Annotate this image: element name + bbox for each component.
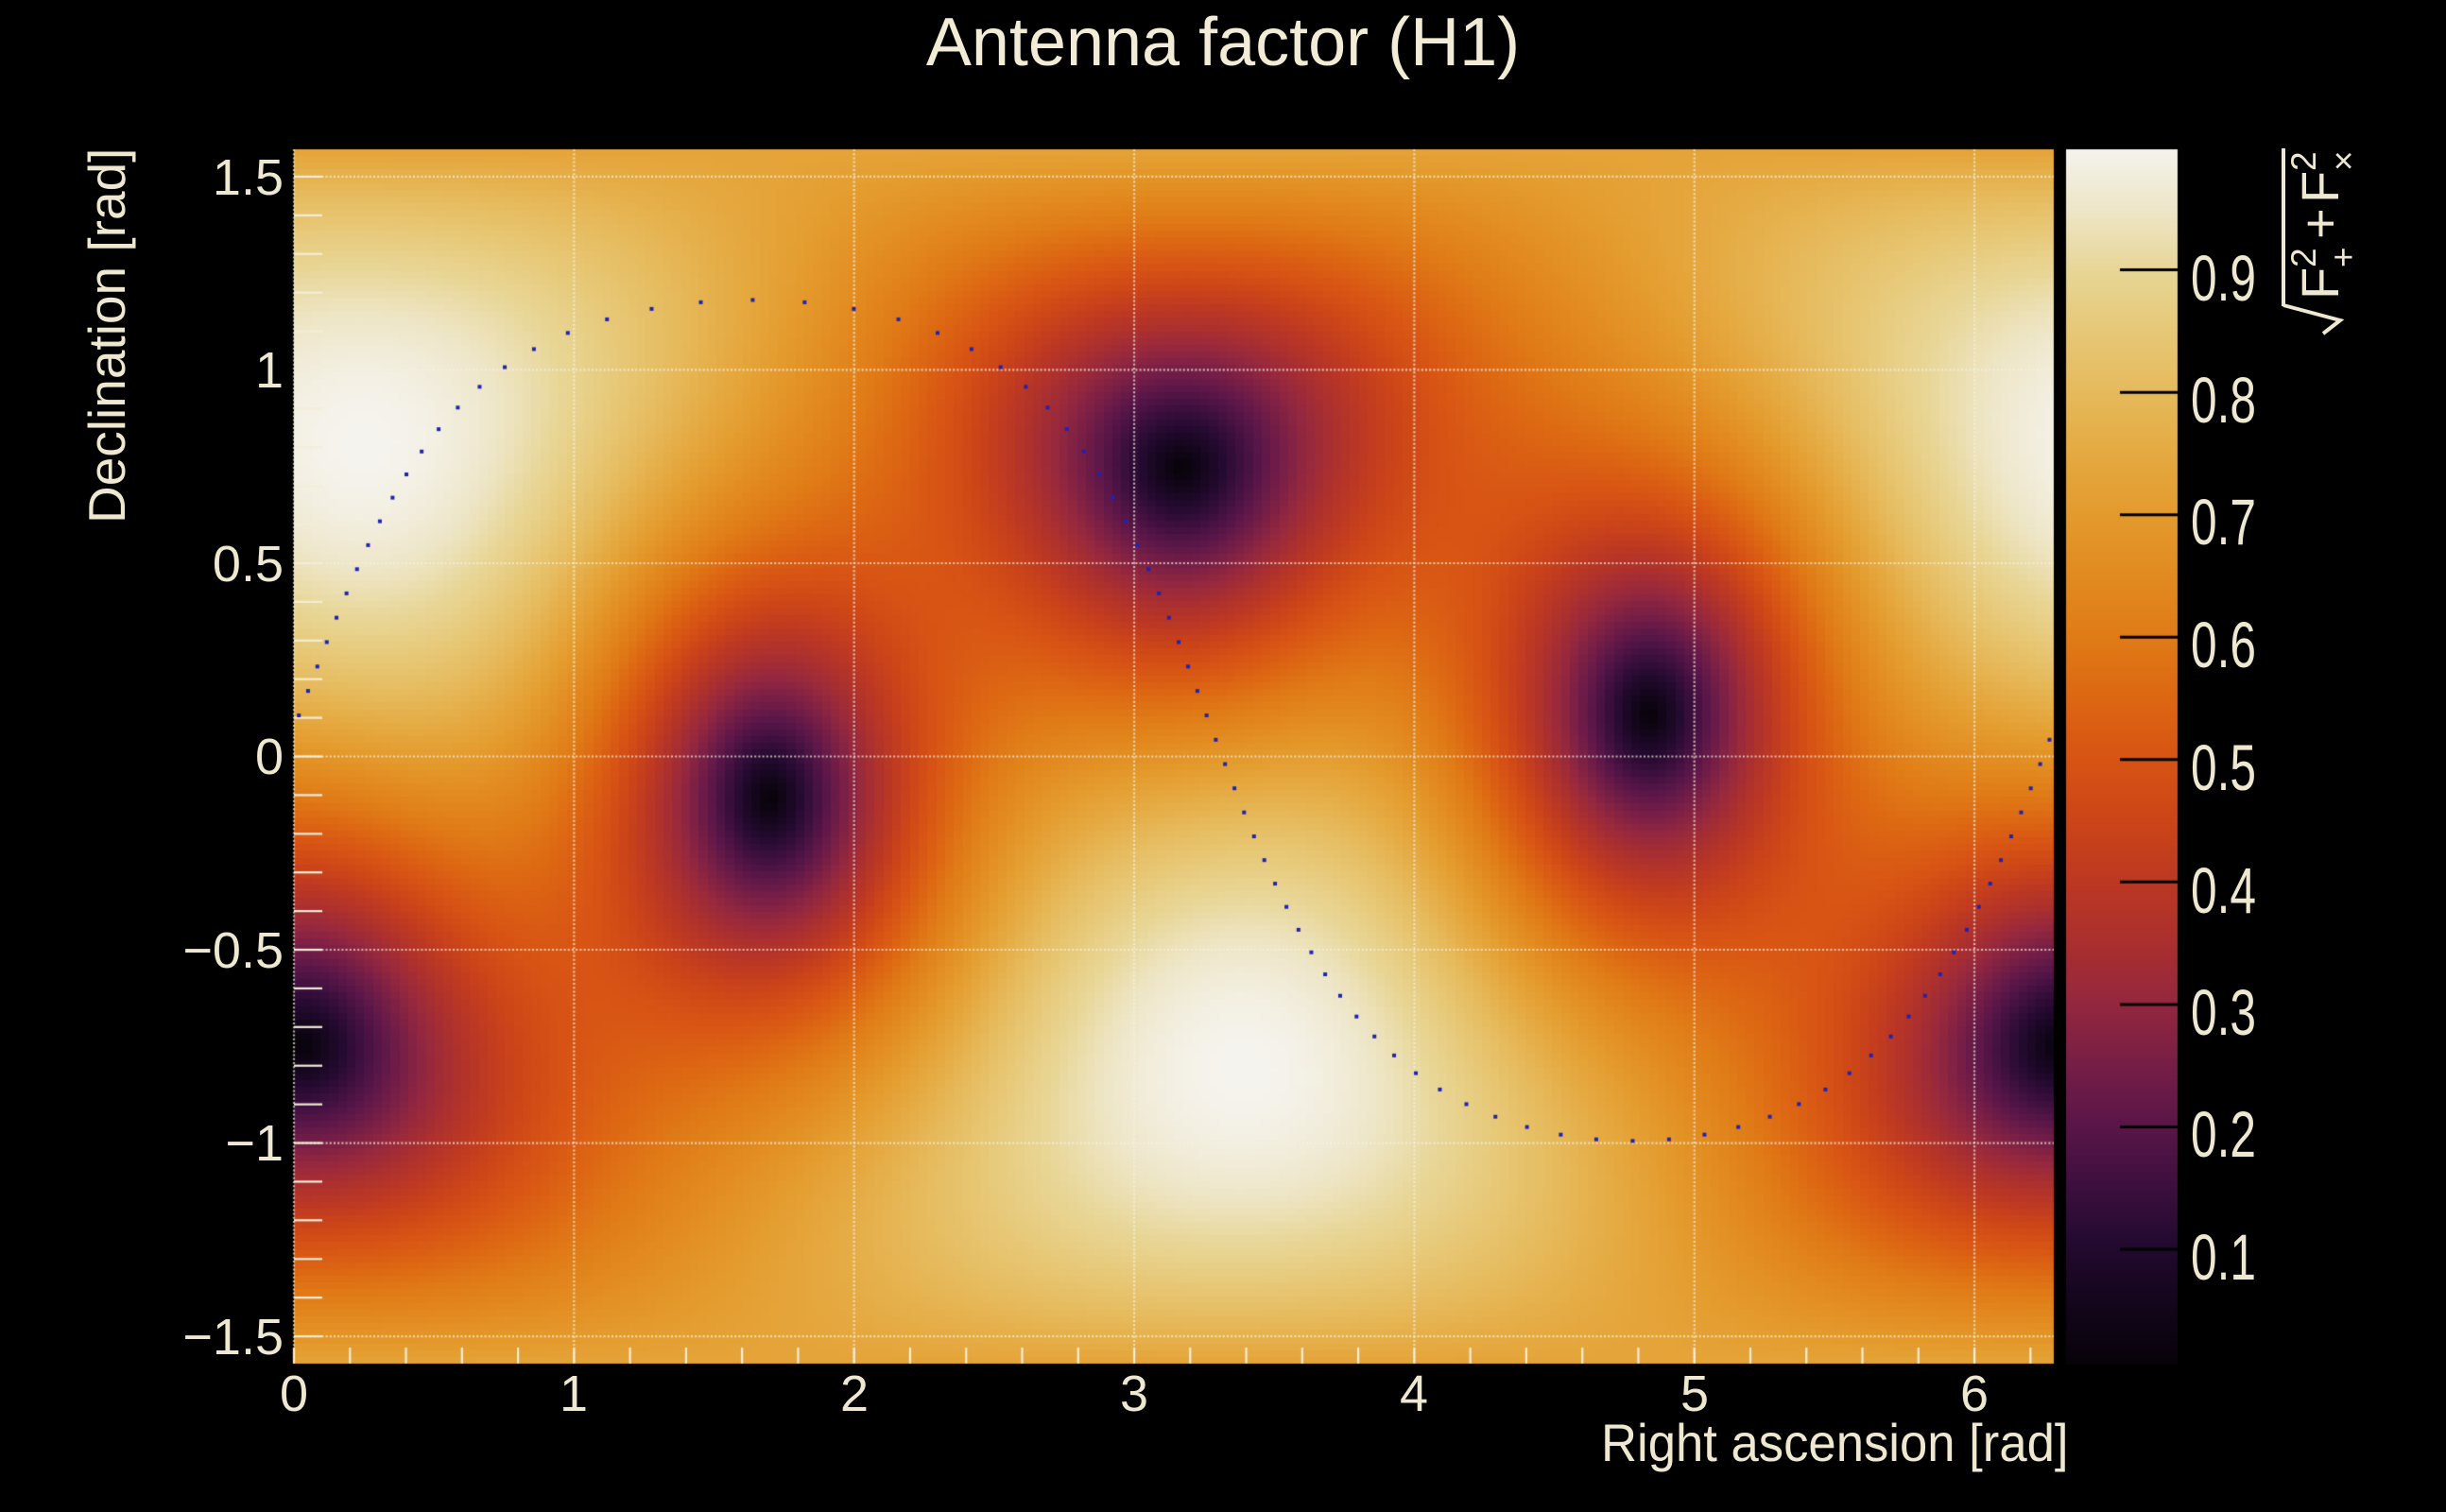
- svg-text:F: F: [2290, 267, 2350, 300]
- svg-text:+: +: [2324, 247, 2363, 267]
- svg-text:×: ×: [2324, 150, 2363, 171]
- svg-text:2: 2: [2284, 151, 2323, 171]
- svg-text:F: F: [2290, 171, 2350, 203]
- svg-text:+: +: [2290, 208, 2350, 239]
- svg-text:2: 2: [2284, 248, 2323, 267]
